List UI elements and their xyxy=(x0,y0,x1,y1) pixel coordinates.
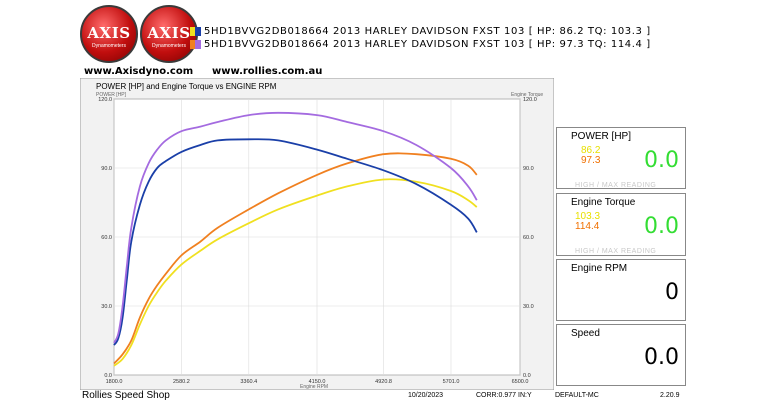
website-rollies[interactable]: www.rollies.com.au xyxy=(212,66,323,77)
x-tick-label: 4920.8 xyxy=(375,379,392,385)
power-panel-title: POWER [HP] xyxy=(571,131,632,142)
y-tick-label-right: 0.0 xyxy=(523,373,531,379)
shop-name: Rollies Speed Shop xyxy=(82,390,170,401)
torque-run2-value: 114.4 xyxy=(575,221,600,232)
x-tick-label: 5701.0 xyxy=(443,379,460,385)
rpm-live-value: 0 xyxy=(665,280,679,305)
x-tick-label: 6500.0 xyxy=(512,379,529,385)
chart-title: POWER [HP] and Engine Torque vs ENGINE R… xyxy=(96,82,277,91)
power-run2-value: 97.3 xyxy=(581,155,601,166)
torque-hint: HIGH / MAX READING xyxy=(575,248,657,255)
torque-live-value: 0.0 xyxy=(644,214,679,239)
x-tick-label: 3360.4 xyxy=(240,379,257,385)
series-group xyxy=(113,111,478,367)
series-line-3 xyxy=(113,138,478,346)
y-tick-label-right: 60.0 xyxy=(523,235,534,241)
y-tick-label-left: 90.0 xyxy=(101,166,112,172)
axis-logo-left: AXIS Dynamometers xyxy=(80,5,138,63)
run1-swatch-yellow xyxy=(190,27,195,36)
torque-run1-value: 103.3 xyxy=(575,211,601,222)
dyno-chart: POWER [HP] and Engine Torque vs ENGINE R… xyxy=(80,78,554,390)
correction-info: CORR:0.977 IN:Y xyxy=(476,392,532,399)
left-axis-label: POWER [HP] xyxy=(96,92,127,98)
x-tick-label: 4150.0 xyxy=(309,379,326,385)
run2-swatch-purple xyxy=(195,40,201,49)
y-ticks-right: 0.0 30.0 60.0 90.0 120.0 xyxy=(523,97,537,379)
y-ticks-left: 0.0 30.0 60.0 90.0 120.0 xyxy=(98,97,112,379)
run-date: 10/20/2023 xyxy=(408,392,444,399)
y-tick-label-left: 0.0 xyxy=(104,373,112,379)
x-ticks: 1800.0 2580.2 3360.4 4150.0 4920.8 5701.0 6500… xyxy=(106,379,529,385)
mode-label: DEFAULT-MC xyxy=(555,392,599,399)
y-tick-label-left: 60.0 xyxy=(101,235,112,241)
power-run1-value: 86.2 xyxy=(581,145,601,156)
run2-swatch-orange xyxy=(190,40,195,49)
torque-panel-title: Engine Torque xyxy=(571,197,636,208)
run2-label: 5HD1BVVG2DB018664 2013 HARLEY DAVIDSON F… xyxy=(204,39,651,50)
speed-live-value: 0.0 xyxy=(644,345,679,370)
series-line-1 xyxy=(113,178,478,367)
y-tick-label-left: 30.0 xyxy=(101,304,112,310)
run-legend-1[interactable]: 5HD1BVVG2DB018664 2013 HARLEY DAVIDSON F… xyxy=(190,26,651,38)
x-tick-label: 1800.0 xyxy=(106,379,123,385)
x-tick-label: 2580.2 xyxy=(173,379,190,385)
logo-subtext: Dynamometers xyxy=(92,43,126,49)
power-hint: HIGH / MAX READING xyxy=(575,182,657,189)
run-legend-2[interactable]: 5HD1BVVG2DB018664 2013 HARLEY DAVIDSON F… xyxy=(190,39,651,51)
version-label: 2.20.9 xyxy=(660,392,680,399)
y-tick-label-right: 30.0 xyxy=(523,304,534,310)
logo-text: AXIS xyxy=(87,24,131,42)
rpm-panel-title: Engine RPM xyxy=(571,263,628,274)
x-axis-label: Engine RPM xyxy=(300,384,328,390)
grid-lines xyxy=(113,98,521,376)
rpm-panel: Engine RPM 0 xyxy=(556,259,686,321)
power-panel: POWER [HP] 86.2 97.3 0.0 HIGH / MAX READ… xyxy=(556,127,686,189)
series-line-2 xyxy=(113,152,478,365)
run1-swatch-blue xyxy=(195,27,201,36)
torque-panel: Engine Torque 103.3 114.4 0.0 HIGH / MAX… xyxy=(556,193,686,256)
website-axis[interactable]: www.Axisdyno.com xyxy=(84,66,194,77)
speed-panel: Speed 0.0 xyxy=(556,324,686,386)
series-line-4 xyxy=(113,111,478,344)
speed-panel-title: Speed xyxy=(571,328,600,339)
right-axis-label: Engine Torque xyxy=(511,92,543,98)
axis-logo-right: AXIS Dynamometers xyxy=(140,5,198,63)
y-tick-label-right: 90.0 xyxy=(523,166,534,172)
run1-label: 5HD1BVVG2DB018664 2013 HARLEY DAVIDSON F… xyxy=(204,26,651,37)
logo-text: AXIS xyxy=(147,24,191,42)
y-tick-label-left: 120.0 xyxy=(98,97,112,103)
logo-subtext: Dynamometers xyxy=(152,43,186,49)
power-live-value: 0.0 xyxy=(644,148,679,173)
y-tick-label-right: 120.0 xyxy=(523,97,537,103)
